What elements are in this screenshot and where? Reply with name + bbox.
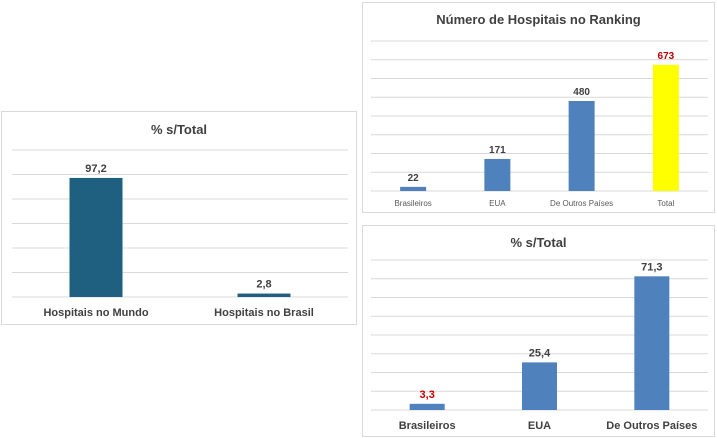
category-label: Brasileiros (399, 420, 456, 432)
data-label: 25,4 (529, 347, 551, 359)
data-label: 480 (573, 87, 590, 98)
bar (69, 177, 123, 297)
chart-panel-hospital-count: Número de Hospitais no Ranking 22 Brasile… (362, 2, 715, 213)
category-label: De Outros Países (550, 199, 613, 208)
bar-chart-share-by-origin: 3,3 Brasileiros 25,4 EUA 71,3 De Outros Paíse… (371, 259, 708, 432)
category-label: EUA (489, 199, 506, 208)
data-label: 97,2 (85, 163, 106, 175)
chart-title: Número de Hospitais no Ranking (436, 12, 641, 27)
bar-chart-share-world-brazil: 97,2 Hospitais no Mundo 2,8 Hospitais no Br… (12, 149, 348, 319)
bar (652, 64, 679, 191)
data-label: 71,3 (641, 261, 662, 273)
data-label: 2,8 (256, 279, 271, 291)
chart-title: % s/Total (150, 122, 208, 137)
bar (634, 276, 670, 410)
chart-panel-share-world-brazil: % s/Total 97,2 Hospitais no Mundo 2,8 Hospi… (1, 111, 357, 325)
bar (522, 362, 557, 410)
data-label: 3,3 (420, 389, 435, 401)
bar (409, 403, 445, 410)
data-label: 171 (489, 145, 506, 156)
bar-chart-hospital-count: 22 Brasileiros 171 EUA 480 De Outros Países 67… (371, 40, 708, 208)
data-label: 673 (658, 51, 675, 62)
bar (484, 158, 511, 191)
bar (237, 293, 291, 297)
category-label: Total (657, 199, 674, 208)
chart-panel-share-by-origin: % s/Total 3,3 Brasileiros 25,4 EUA 71,3 De Ou… (362, 225, 715, 437)
chart-title: % s/Total (510, 235, 567, 250)
bar (400, 186, 427, 191)
category-label: Brasileiros (394, 199, 431, 208)
category-label: De Outros Países (606, 420, 697, 432)
category-label: Hospitais no Brasil (214, 307, 314, 319)
bar (568, 101, 595, 191)
data-label: 22 (408, 173, 420, 184)
category-label: EUA (528, 420, 551, 432)
category-label: Hospitais no Mundo (43, 307, 148, 319)
